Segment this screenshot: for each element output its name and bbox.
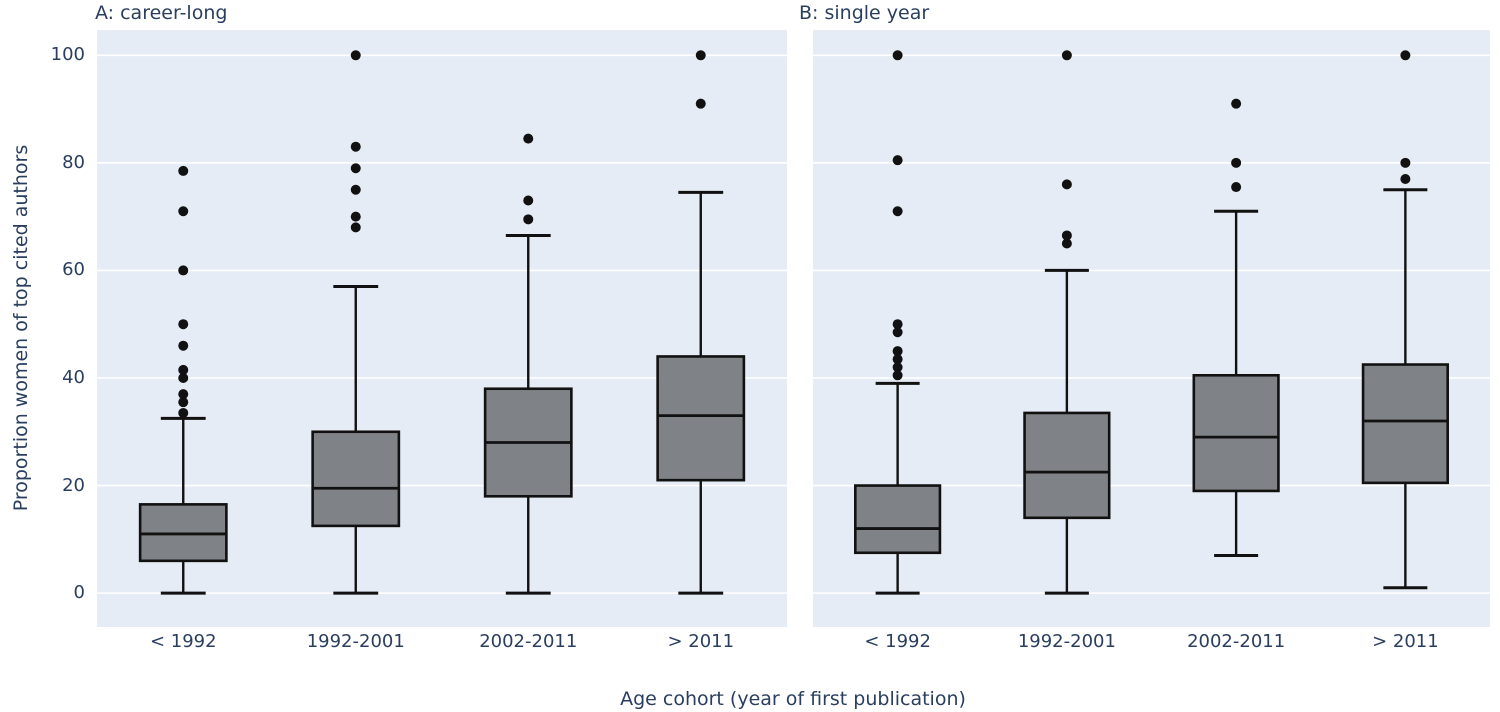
outlier-dot	[1400, 50, 1411, 61]
outlier-dot	[1231, 157, 1242, 168]
box	[1023, 411, 1111, 520]
outlier-dot	[523, 214, 534, 225]
outlier-dot	[1061, 230, 1072, 241]
y-axis-title: Proportion women of top cited authors	[10, 144, 32, 512]
outlier-dot	[892, 319, 903, 330]
outlier-dot	[178, 319, 189, 330]
outlier-dot	[1061, 179, 1072, 190]
box	[311, 430, 401, 528]
outlier-dot	[178, 364, 189, 375]
outlier-dot	[695, 50, 706, 61]
x-tick-label: < 1992	[864, 631, 931, 652]
box	[854, 484, 942, 555]
outlier-dot	[1231, 98, 1242, 109]
outlier-dot	[1400, 157, 1411, 168]
x-tick-label: < 1992	[149, 631, 217, 652]
x-tick-label: 2002-2011	[1187, 631, 1286, 652]
y-tick-label: 100	[50, 44, 85, 66]
outlier-dot	[1231, 182, 1242, 193]
box	[1361, 363, 1449, 485]
y-tick-label: 60	[62, 259, 85, 281]
panel-b-title: B: single year	[799, 2, 930, 24]
panel-a-plot	[97, 30, 787, 627]
outlier-dot	[178, 340, 189, 351]
outlier-dot	[178, 407, 189, 418]
outlier-dot	[178, 372, 189, 383]
x-tick-label: 1992-2001	[306, 631, 405, 652]
box	[1192, 373, 1280, 493]
outlier-dot	[523, 133, 534, 144]
outlier-dot	[350, 184, 361, 195]
x-axis-title: Age cohort (year of first publication)	[620, 688, 966, 710]
outlier-dot	[1061, 238, 1072, 249]
y-tick-label: 40	[62, 366, 85, 388]
outlier-dot	[178, 165, 189, 176]
outlier-dot	[350, 50, 361, 61]
outlier-dot	[892, 362, 903, 373]
outlier-dot	[178, 206, 189, 217]
panel-a-title: A: career-long	[95, 2, 228, 24]
outlier-dot	[1061, 50, 1072, 61]
x-tick-label: 1992-2001	[1017, 631, 1116, 652]
outlier-dot	[178, 265, 189, 276]
x-tick-label: 2002-2011	[479, 631, 578, 652]
outlier-dot	[892, 327, 903, 338]
panel-b-plot	[813, 30, 1490, 627]
y-tick-label: 20	[62, 474, 85, 496]
outlier-dot	[350, 222, 361, 233]
outlier-dot	[695, 98, 706, 109]
outlier-dot	[1400, 173, 1411, 184]
outlier-dot	[892, 354, 903, 365]
x-tick-label: > 2011	[667, 631, 735, 652]
outlier-dot	[892, 370, 903, 381]
outlier-dot	[892, 346, 903, 357]
box	[656, 355, 746, 482]
y-tick-label: 80	[62, 151, 85, 173]
outlier-dot	[178, 397, 189, 408]
outlier-dot	[350, 163, 361, 174]
outlier-dot	[523, 195, 534, 206]
outlier-dot	[892, 50, 903, 61]
outlier-dot	[350, 141, 361, 152]
outlier-dot	[892, 206, 903, 217]
x-tick-label: > 2011	[1372, 631, 1439, 652]
outlier-dot	[178, 389, 189, 400]
y-tick-label: 0	[73, 582, 85, 604]
outlier-dot	[892, 155, 903, 166]
outlier-dot	[350, 211, 361, 222]
